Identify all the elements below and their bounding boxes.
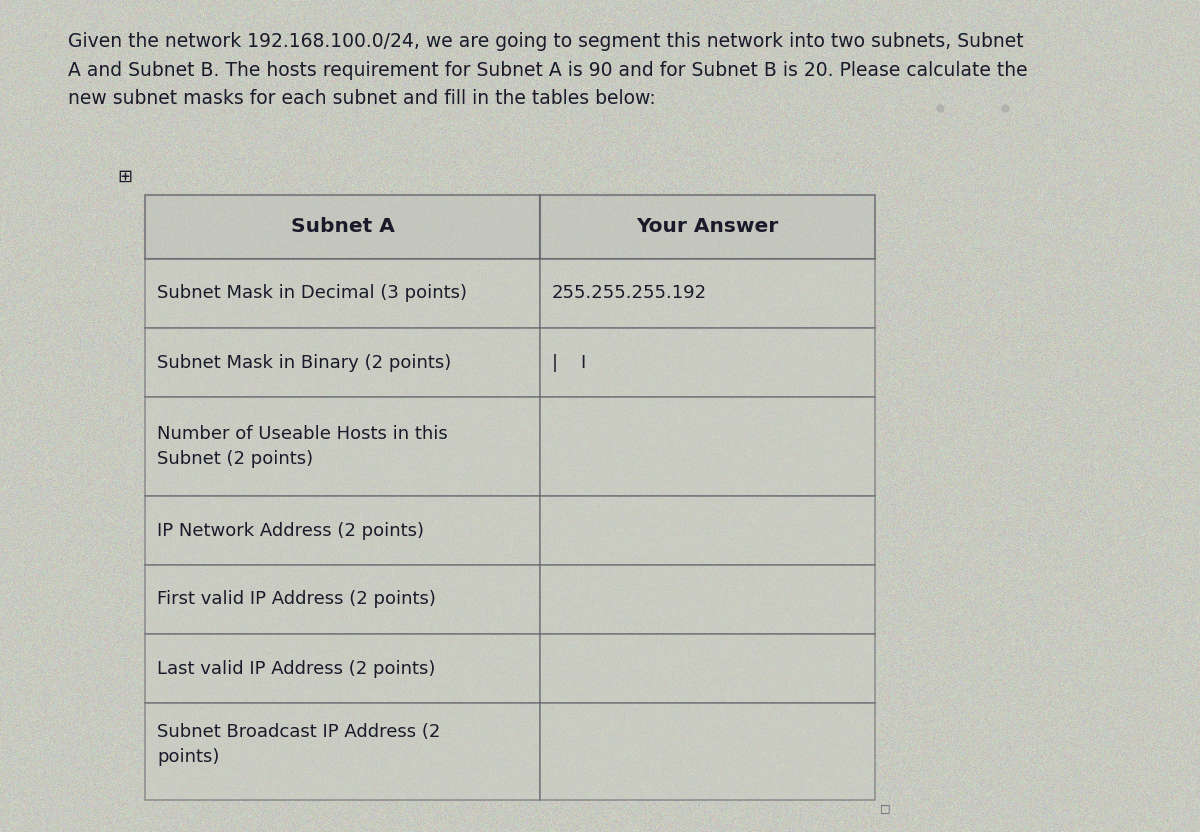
Text: First valid IP Address (2 points): First valid IP Address (2 points) [157, 591, 436, 608]
Text: Number of Useable Hosts in this
Subnet (2 points): Number of Useable Hosts in this Subnet (… [157, 425, 448, 468]
Bar [145, 259, 540, 328]
Text: 255.255.255.192: 255.255.255.192 [552, 285, 707, 303]
Text: Subnet Broadcast IP Address (2
points): Subnet Broadcast IP Address (2 points) [157, 723, 440, 766]
Bar [145, 397, 540, 496]
Bar [145, 496, 540, 565]
Bar [145, 328, 540, 397]
Bar [540, 703, 875, 800]
Text: Subnet Mask in Binary (2 points): Subnet Mask in Binary (2 points) [157, 354, 451, 372]
Text: Last valid IP Address (2 points): Last valid IP Address (2 points) [157, 660, 436, 677]
Bar [145, 565, 540, 634]
Bar [540, 328, 875, 397]
Bar [540, 634, 875, 703]
Text: ⊞: ⊞ [118, 168, 132, 186]
Bar [145, 703, 540, 800]
Bar [540, 259, 875, 328]
Text: |    I: | I [552, 354, 587, 372]
Bar [540, 397, 875, 496]
Text: □: □ [880, 803, 890, 813]
Bar [145, 195, 540, 259]
Text: Your Answer: Your Answer [636, 217, 779, 236]
Text: Subnet A: Subnet A [290, 217, 395, 236]
Text: Subnet Mask in Decimal (3 points): Subnet Mask in Decimal (3 points) [157, 285, 467, 303]
Bar [540, 496, 875, 565]
Text: Given the network 192.168.100.0/24, we are going to segment this network into tw: Given the network 192.168.100.0/24, we a… [68, 32, 1027, 108]
Bar [540, 565, 875, 634]
Bar [145, 634, 540, 703]
Bar [540, 195, 875, 259]
Text: IP Network Address (2 points): IP Network Address (2 points) [157, 522, 424, 539]
